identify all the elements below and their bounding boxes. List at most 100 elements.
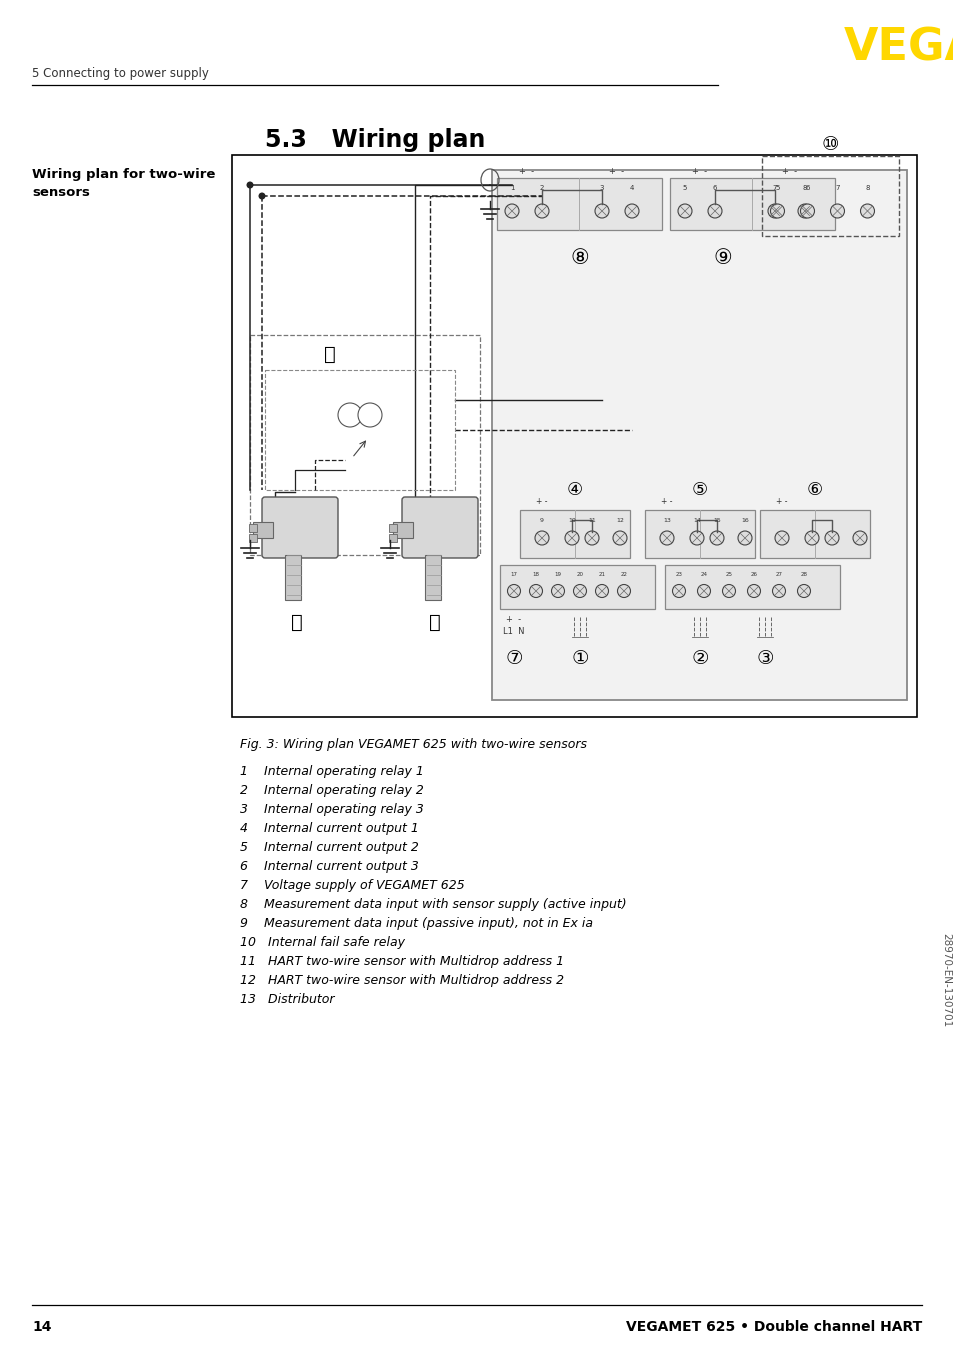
Circle shape [246, 181, 253, 188]
Text: 9: 9 [539, 517, 543, 523]
Bar [664, 565, 840, 609]
Circle shape [860, 204, 874, 218]
Text: 15: 15 [713, 517, 720, 523]
Circle shape [689, 531, 703, 546]
Text: 8    Measurement data input with sensor supply (active input): 8 Measurement data input with sensor sup… [240, 898, 626, 911]
Circle shape [504, 204, 518, 218]
Circle shape [738, 531, 751, 546]
Circle shape [709, 531, 723, 546]
Bar [519, 510, 629, 558]
Circle shape [774, 531, 788, 546]
Text: 22: 22 [619, 571, 627, 577]
Text: 6: 6 [712, 185, 717, 191]
Text: 11: 11 [587, 517, 596, 523]
Text: 4: 4 [629, 185, 634, 191]
Circle shape [551, 585, 564, 597]
Text: 12: 12 [616, 517, 623, 523]
Circle shape [624, 204, 639, 218]
Bar [285, 555, 301, 600]
Text: 18: 18 [532, 571, 539, 577]
Text: 10   Internal fail safe relay: 10 Internal fail safe relay [240, 936, 405, 949]
Text: 12   HART two-wire sensor with Multidrop address 2: 12 HART two-wire sensor with Multidrop a… [240, 974, 563, 987]
Text: 8: 8 [864, 185, 869, 191]
Circle shape [797, 204, 811, 218]
Text: 11   HART two-wire sensor with Multidrop address 1: 11 HART two-wire sensor with Multidrop a… [240, 955, 563, 968]
Text: ⑪: ⑪ [291, 612, 302, 631]
Text: Fig. 3: Wiring plan VEGAMET 625 with two-wire sensors: Fig. 3: Wiring plan VEGAMET 625 with two… [240, 738, 586, 751]
Text: + -: + - [660, 497, 672, 506]
Text: 13: 13 [662, 517, 670, 523]
Circle shape [564, 531, 578, 546]
Text: + -: + - [776, 497, 787, 506]
Text: ⑤: ⑤ [691, 481, 707, 500]
Circle shape [852, 531, 866, 546]
Bar [669, 177, 834, 230]
Circle shape [659, 531, 673, 546]
Circle shape [747, 585, 760, 597]
Bar [250, 334, 479, 555]
Text: 27: 27 [775, 571, 781, 577]
Text: 28: 28 [800, 571, 806, 577]
Bar [249, 533, 256, 542]
Circle shape [595, 204, 608, 218]
Circle shape [258, 192, 265, 199]
Text: 13   Distributor: 13 Distributor [240, 992, 335, 1006]
Text: +  -: + - [692, 168, 707, 176]
Circle shape [800, 204, 814, 218]
Circle shape [535, 204, 548, 218]
Text: ②: ② [691, 650, 708, 669]
Text: 14: 14 [692, 517, 700, 523]
Text: 2    Internal operating relay 2: 2 Internal operating relay 2 [240, 784, 423, 798]
Text: ④: ④ [566, 481, 582, 500]
Bar [497, 177, 661, 230]
Bar [393, 523, 413, 538]
Text: 26: 26 [750, 571, 757, 577]
Circle shape [830, 204, 843, 218]
Text: 14: 14 [32, 1320, 51, 1334]
Circle shape [824, 531, 838, 546]
Text: +  -: + - [609, 168, 624, 176]
Bar [499, 565, 655, 609]
Circle shape [507, 585, 520, 597]
Circle shape [804, 531, 818, 546]
Text: 3: 3 [599, 185, 603, 191]
Bar [424, 555, 440, 600]
Text: +  -: + - [506, 615, 521, 623]
Bar [265, 370, 455, 490]
Bar [389, 533, 396, 542]
Text: ③: ③ [756, 650, 773, 669]
Text: 3    Internal operating relay 3: 3 Internal operating relay 3 [240, 803, 423, 816]
Text: 10: 10 [568, 517, 576, 523]
Text: 5    Internal current output 2: 5 Internal current output 2 [240, 841, 418, 854]
Text: 28970-EN-130701: 28970-EN-130701 [940, 933, 950, 1028]
Text: 9    Measurement data input (passive input), not in Ex ia: 9 Measurement data input (passive input)… [240, 917, 593, 930]
Circle shape [595, 585, 608, 597]
Text: ⑦: ⑦ [505, 650, 522, 669]
Text: ⑩: ⑩ [821, 134, 839, 153]
Circle shape [797, 585, 810, 597]
Bar [760, 510, 869, 558]
Text: 6    Internal current output 3: 6 Internal current output 3 [240, 860, 418, 873]
Circle shape [707, 204, 721, 218]
Text: L1  N: L1 N [503, 627, 524, 636]
Text: 5.3   Wiring plan: 5.3 Wiring plan [265, 129, 485, 152]
Text: 16: 16 [740, 517, 748, 523]
Circle shape [617, 585, 630, 597]
Text: 1: 1 [509, 185, 514, 191]
Text: 17: 17 [510, 571, 517, 577]
Text: 8: 8 [801, 185, 806, 191]
Bar [644, 510, 754, 558]
Text: 5: 5 [682, 185, 686, 191]
Text: 25: 25 [724, 571, 732, 577]
Ellipse shape [337, 403, 361, 427]
FancyBboxPatch shape [262, 497, 337, 558]
Circle shape [697, 585, 710, 597]
Text: 5: 5 [775, 185, 779, 191]
Text: VEGAMET 625 • Double channel HART: VEGAMET 625 • Double channel HART [625, 1320, 921, 1334]
Text: 2: 2 [539, 185, 543, 191]
Text: 21: 21 [598, 571, 605, 577]
Text: 24: 24 [700, 571, 707, 577]
Text: ⑥: ⑥ [806, 481, 822, 500]
Text: VEGA: VEGA [843, 27, 953, 69]
Text: 7: 7 [835, 185, 839, 191]
